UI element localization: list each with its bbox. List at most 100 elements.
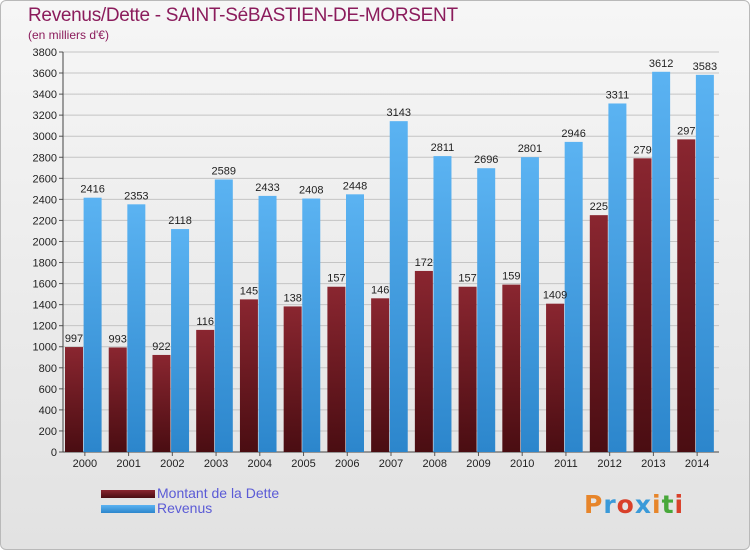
data-label-dette: 922 xyxy=(152,341,170,353)
y-tick-label: 1200 xyxy=(33,321,57,333)
x-tick-label: 2002 xyxy=(160,458,184,470)
logo-letter: t xyxy=(661,490,675,519)
legend-swatch-dette xyxy=(101,490,155,498)
y-tick-label: 2400 xyxy=(33,194,57,206)
data-label-dette: 146 xyxy=(371,284,389,296)
x-tick-label: 2003 xyxy=(204,458,228,470)
bar-dette xyxy=(239,299,258,452)
data-label-dette: 159 xyxy=(502,271,520,283)
y-tick-label: 3800 xyxy=(33,47,57,59)
logo-letter: i xyxy=(652,490,662,519)
bar-dette xyxy=(677,139,696,453)
bar-dette xyxy=(414,270,433,452)
bar-dette xyxy=(327,286,346,452)
chart-subtitle: (en milliers d'€) xyxy=(28,28,109,42)
bar-dette xyxy=(546,303,565,452)
x-tick-label: 2009 xyxy=(466,458,490,470)
bar-dette xyxy=(283,306,302,452)
data-label-dette: 1409 xyxy=(543,290,567,302)
data-label-dette: 138 xyxy=(283,292,301,304)
logo-letter: P xyxy=(584,490,604,519)
bar-dette xyxy=(65,347,83,452)
data-label-revenus: 3311 xyxy=(606,89,630,101)
bar-dette xyxy=(152,354,171,452)
bar-dette xyxy=(458,286,477,452)
chart-title: Revenus/Dette - SAINT-SéBASTIEN-DE-MORSE… xyxy=(28,5,458,26)
bar-revenus xyxy=(127,204,146,452)
y-tick-label: 2600 xyxy=(33,173,57,185)
bar-revenus xyxy=(171,229,190,452)
data-label-revenus: 3612 xyxy=(649,58,673,70)
data-label-dette: 145 xyxy=(240,285,258,297)
y-tick-label: 800 xyxy=(39,363,57,375)
x-tick-label: 2008 xyxy=(422,458,446,470)
y-tick-label: 400 xyxy=(39,405,57,417)
x-tick-label: 2013 xyxy=(641,458,665,470)
data-label-dette: 172 xyxy=(415,257,433,269)
y-tick-label: 1800 xyxy=(33,258,57,270)
bar-revenus xyxy=(214,179,233,452)
data-label-revenus: 2696 xyxy=(474,154,498,166)
x-tick-label: 2014 xyxy=(685,458,709,470)
y-tick-label: 1000 xyxy=(33,342,57,354)
x-tick-label: 2001 xyxy=(116,458,140,470)
y-tick-label: 2000 xyxy=(33,236,57,248)
data-label-revenus: 2416 xyxy=(80,184,104,196)
data-label-dette: 993 xyxy=(109,333,127,345)
x-tick-label: 2007 xyxy=(379,458,403,470)
data-label-revenus: 2408 xyxy=(299,185,323,197)
y-tick-label: 200 xyxy=(39,426,57,438)
bar-dette xyxy=(502,284,521,452)
y-tick-label: 0 xyxy=(51,447,57,459)
y-tick-label: 1400 xyxy=(33,300,57,312)
data-label-dette: 997 xyxy=(65,333,83,345)
data-label-revenus: 2589 xyxy=(212,165,236,177)
data-label-revenus: 2433 xyxy=(255,182,279,194)
data-label-revenus: 2801 xyxy=(518,143,542,155)
bar-revenus xyxy=(695,74,714,452)
logo-letter: i xyxy=(674,490,685,519)
legend-label-dette: Montant de la Dette xyxy=(157,485,280,501)
bar-dette xyxy=(196,329,215,452)
y-tick-label: 3000 xyxy=(33,131,57,143)
bar-revenus xyxy=(477,168,496,453)
data-label-revenus: 2118 xyxy=(168,215,192,227)
data-label-dette: 157 xyxy=(327,273,345,285)
legend-label-revenus: Revenus xyxy=(157,500,213,516)
x-tick-label: 2011 xyxy=(554,458,578,470)
data-label-dette: 225 xyxy=(590,201,608,213)
bars xyxy=(65,71,714,453)
bar-dette xyxy=(371,298,390,452)
bar-revenus xyxy=(564,141,583,453)
data-label-revenus: 3583 xyxy=(693,61,717,73)
y-tick-label: 2200 xyxy=(33,215,57,227)
x-tick-label: 2004 xyxy=(248,458,272,470)
axes: 0 200 400 600 800 1000 1200 1400 1600 1800 2000 220… xyxy=(33,47,719,470)
bar-revenus xyxy=(302,198,321,452)
legend-swatch-revenus xyxy=(101,505,155,513)
bar-revenus xyxy=(608,103,627,452)
data-label-dette: 279 xyxy=(633,144,651,156)
y-tick-label: 3600 xyxy=(33,68,57,80)
data-label-revenus: 2353 xyxy=(124,190,148,202)
y-tick-label: 3200 xyxy=(33,110,57,122)
bar-dette xyxy=(108,347,127,452)
logo-letter: x xyxy=(634,490,652,519)
bar-revenus xyxy=(433,156,452,452)
data-labels: 997 2416 993 2353 922 2118 116 2589 145 2433 138 24… xyxy=(65,58,717,353)
data-label-dette: 116 xyxy=(196,316,214,328)
bar-revenus xyxy=(83,197,102,452)
data-label-dette: 157 xyxy=(458,273,476,285)
bar-revenus xyxy=(346,194,364,452)
bar-revenus xyxy=(520,157,539,452)
x-tick-label: 2000 xyxy=(73,458,97,470)
proxiti-logo: Proxiti xyxy=(584,490,684,519)
y-tick-label: 600 xyxy=(39,384,57,396)
bar-revenus xyxy=(258,195,277,453)
logo-letter: o xyxy=(616,490,635,519)
x-tick-label: 2012 xyxy=(597,458,621,470)
data-label-revenus: 2946 xyxy=(561,128,585,140)
data-label-revenus: 2811 xyxy=(431,142,455,154)
